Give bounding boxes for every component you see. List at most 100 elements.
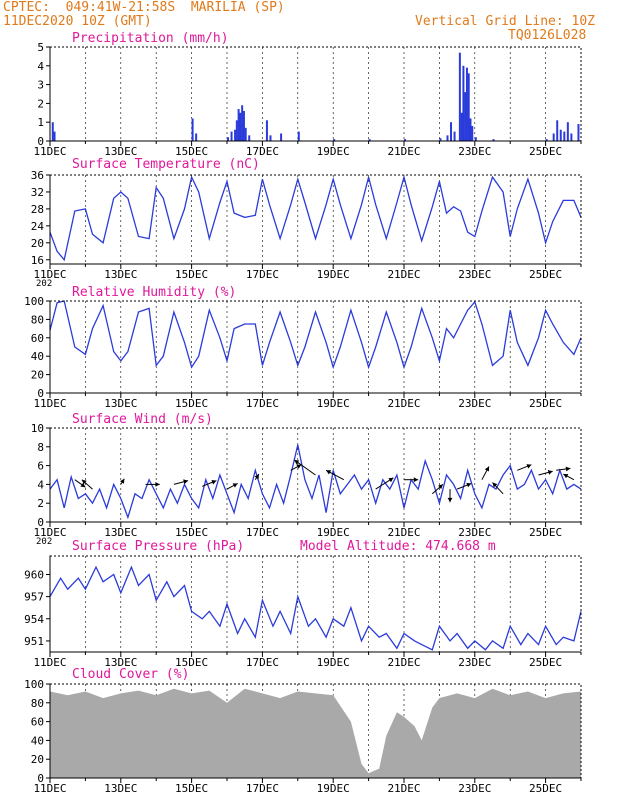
x-tick-label: 25DEC xyxy=(529,397,562,410)
x-tick-label: 17DEC xyxy=(246,397,279,410)
wind-line xyxy=(49,444,582,520)
rh-panel: Relative Humidity (%) 0 20 40 60 80 100 11DEC 13… xyxy=(24,285,582,410)
precip-bar xyxy=(467,73,470,141)
precip-bar xyxy=(559,129,562,141)
wind-arrow-head xyxy=(565,466,571,472)
precip-bar xyxy=(191,118,194,141)
wind-arrow xyxy=(74,479,86,488)
wind-arrow-head xyxy=(254,474,259,480)
precip-bar xyxy=(439,138,442,141)
x-tick-label: 15DEC xyxy=(175,268,208,281)
y-tick-label: 1 xyxy=(37,116,44,129)
precip-bar xyxy=(242,110,245,141)
wind-arrow-head xyxy=(211,480,217,485)
x-tick-label: 19DEC xyxy=(317,397,350,410)
precip-bar xyxy=(269,135,272,141)
run-time-header: 11DEC2020 10Z (GMT) xyxy=(3,14,152,29)
y-tick-label: 28 xyxy=(31,203,44,216)
precip-bar xyxy=(492,139,495,141)
precip-bar xyxy=(552,133,555,141)
wind-arrow-head xyxy=(438,484,443,490)
y-tick-label: 20 xyxy=(31,237,44,250)
pressure-title: Surface Pressure (hPa) xyxy=(72,539,244,554)
precip-bar xyxy=(227,137,229,141)
wind-arrow xyxy=(556,466,571,472)
wind-panel: Surface Wind (m/s) 0 2 4 6 8 10 11DEC 13DEC 15DEC… xyxy=(31,412,582,547)
wind-arrow-head xyxy=(81,479,87,485)
cloud-panel: Cloud Cover (%) 0 20 40 60 80 100 11DEC 13DEC 15D… xyxy=(24,667,582,795)
wind-arrow xyxy=(290,464,302,471)
y-tick-label: 4 xyxy=(37,60,44,73)
wind-arrow-head xyxy=(413,477,419,483)
wind-arrow-head xyxy=(388,477,394,483)
x-tick-label: 11DEC xyxy=(33,268,66,281)
wind-arrow xyxy=(375,477,394,490)
x-tick-label: 23DEC xyxy=(458,397,491,410)
precip-bar xyxy=(53,131,56,141)
y-tick-label: 60 xyxy=(31,716,44,729)
x-tick-label: 19DEC xyxy=(317,145,350,158)
precip-bar xyxy=(51,122,54,141)
grid-note-header: Vertical Grid Line: 10Z xyxy=(415,14,596,29)
y-tick-label: 954 xyxy=(24,613,44,626)
y-tick-label: 4 xyxy=(37,478,44,491)
y-tick-label: 6 xyxy=(37,460,44,473)
wind-arrow xyxy=(431,484,444,495)
x-tick-label: 19DEC xyxy=(317,656,350,669)
x-tick-label: 11DEC xyxy=(33,397,66,410)
wind-arrow-head xyxy=(294,460,300,465)
precip-bar xyxy=(453,131,456,141)
y-tick-label: 2 xyxy=(37,97,44,110)
x-tick-label: 23DEC xyxy=(458,268,491,281)
precip-frame xyxy=(49,46,582,142)
precip-bar xyxy=(244,127,247,141)
x-tick-label: 13DEC xyxy=(104,268,137,281)
y-tick-label: 40 xyxy=(31,350,44,363)
x-tick-label: 23DEC xyxy=(458,782,491,795)
wind-arrow-head xyxy=(155,482,160,487)
wind-arrow-head xyxy=(120,478,125,484)
precip-bar xyxy=(297,131,300,141)
precip-bar xyxy=(241,105,244,141)
y-tick-label: 0 xyxy=(37,135,44,148)
precip-title: Precipitation (mm/h) xyxy=(72,31,229,46)
wind-arrow-head xyxy=(183,479,189,485)
wind-arrow-head xyxy=(526,464,532,469)
model-altitude-label: Model Altitude: 474.668 m xyxy=(300,539,496,554)
precip-bar xyxy=(239,112,242,141)
wind-arrow xyxy=(202,480,217,487)
precip-bar xyxy=(230,131,233,141)
cloud-title: Cloud Cover (%) xyxy=(72,667,189,682)
x-tick-label: 17DEC xyxy=(246,268,279,281)
x-tick-label: 15DEC xyxy=(175,782,208,795)
wind-arrow xyxy=(492,482,504,495)
x-tick-label: 25DEC xyxy=(529,526,562,539)
x-tick-label: 25DEC xyxy=(529,656,562,669)
station-header: CPTEC: 049:41W-21:58S MARILIA (SP) xyxy=(3,0,285,15)
model-code-header: TQ0126L028 xyxy=(508,28,587,43)
y-tick-label: 3 xyxy=(37,79,44,92)
x-tick-label: 21DEC xyxy=(387,268,420,281)
y-tick-label: 951 xyxy=(24,635,44,648)
y-tick-label: 100 xyxy=(24,678,44,691)
x-tick-label: 17DEC xyxy=(246,782,279,795)
x-tick-label: 21DEC xyxy=(387,782,420,795)
wind-arrow-head xyxy=(447,497,453,503)
y-tick-label: 80 xyxy=(31,697,44,710)
x-tick-label: 23DEC xyxy=(458,145,491,158)
precip-bar xyxy=(471,125,474,141)
y-tick-label: 0 xyxy=(37,387,44,400)
wind-arrow xyxy=(145,482,160,487)
x-tick-label: 21DEC xyxy=(387,397,420,410)
x-tick-label: 13DEC xyxy=(104,782,137,795)
wind-arrow xyxy=(447,489,453,503)
wind-arrow xyxy=(538,470,553,476)
rh-line xyxy=(49,300,582,370)
x-tick-label: 21DEC xyxy=(387,526,420,539)
x-tick-label: 13DEC xyxy=(104,526,137,539)
x-tick-label: 19DEC xyxy=(317,268,350,281)
x-tick-label: 15DEC xyxy=(175,145,208,158)
wind-arrow-head xyxy=(547,470,553,475)
y-tick-label: 8 xyxy=(37,441,44,454)
